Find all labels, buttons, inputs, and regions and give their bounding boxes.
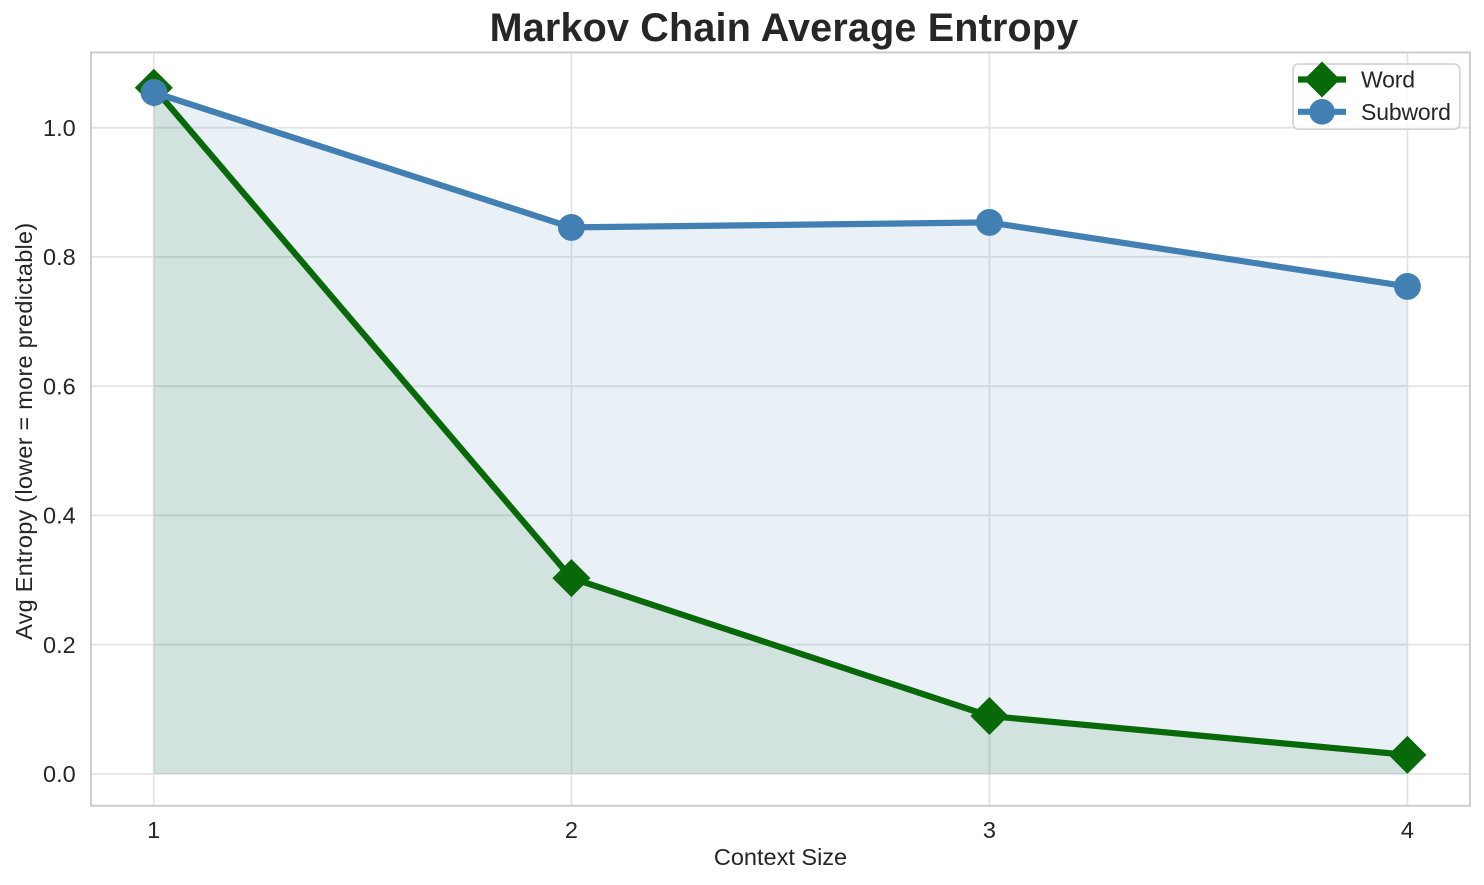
svg-text:Avg Entropy (lower = more pred: Avg Entropy (lower = more predictable) [11, 223, 37, 640]
svg-text:0.0: 0.0 [43, 761, 76, 787]
svg-text:0.2: 0.2 [43, 632, 76, 658]
svg-text:Context Size: Context Size [714, 844, 847, 870]
svg-text:2: 2 [565, 817, 578, 843]
svg-text:3: 3 [983, 817, 996, 843]
svg-text:0.8: 0.8 [43, 244, 76, 270]
svg-text:0.6: 0.6 [43, 373, 76, 399]
svg-text:0.4: 0.4 [43, 503, 76, 529]
svg-text:Markov Chain Average Entropy: Markov Chain Average Entropy [490, 6, 1079, 50]
svg-text:Word: Word [1361, 67, 1415, 93]
svg-text:4: 4 [1401, 817, 1414, 843]
svg-text:Subword: Subword [1361, 99, 1451, 125]
svg-text:1: 1 [147, 817, 160, 843]
svg-text:1.0: 1.0 [43, 115, 76, 141]
